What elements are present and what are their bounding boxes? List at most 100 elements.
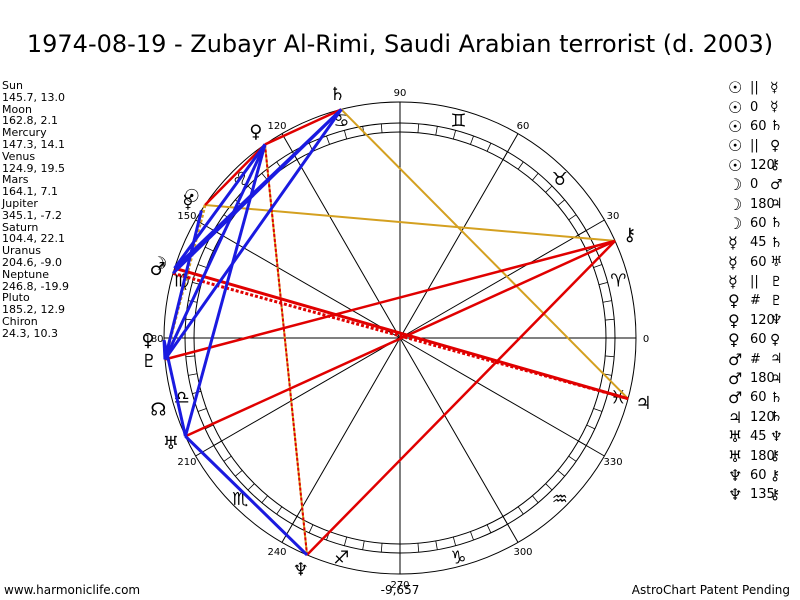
aspect-row: ☿ || ♇ xyxy=(728,272,790,291)
aspect-type: || xyxy=(750,80,759,96)
aspect-row: ☉ 0 ☿ xyxy=(728,97,790,117)
sign-division-line xyxy=(195,219,401,339)
bottom-value: -9,657 xyxy=(380,583,420,597)
aspect-row: ☉ || ☿ xyxy=(728,78,790,97)
degree-tick xyxy=(261,495,268,503)
sign-division-line xyxy=(399,337,519,543)
footer-website[interactable]: www.harmoniclife.com xyxy=(4,583,141,597)
degree-tick xyxy=(605,355,615,358)
sign-division-line xyxy=(399,133,519,339)
aspect-line-red xyxy=(204,143,266,206)
aspect-planet-1: ♆ xyxy=(728,466,743,485)
planet-glyph: ☽ xyxy=(151,253,167,274)
degree-tick xyxy=(517,506,524,515)
aspect-line-gold xyxy=(204,204,616,242)
degree-tick xyxy=(435,126,438,136)
degree-tick xyxy=(470,135,474,145)
aspect-planet-2: ♇ xyxy=(770,292,783,309)
sign-division-line xyxy=(281,337,401,543)
degree-label: 0 xyxy=(643,334,649,345)
degree-tick xyxy=(204,424,214,430)
planet-glyph: ☊ xyxy=(150,400,166,421)
aspect-row: ☽ 60 ♄ xyxy=(728,214,790,233)
degree-label: 60 xyxy=(517,121,530,132)
aspect-type: 180 xyxy=(750,448,775,464)
degree-tick xyxy=(557,199,565,206)
aspect-planet-1: ♂ xyxy=(728,349,743,369)
aspect-type: 60 xyxy=(750,118,767,134)
planet-glyph: ⚷ xyxy=(623,224,636,245)
aspect-type: 0 xyxy=(750,177,759,193)
planet-position: 185.2, 12.9 xyxy=(2,303,65,317)
degree-label: 150 xyxy=(177,211,196,222)
aspect-line-red xyxy=(264,108,342,146)
aspect-type: 180 xyxy=(750,371,775,387)
aspect-row: ☽ 180 ♃ xyxy=(728,194,790,214)
degree-tick xyxy=(188,373,198,376)
zodiac-sign-glyph: ♈ xyxy=(610,271,626,292)
sign-division-line xyxy=(399,219,605,339)
aspect-planet-2: ♅ xyxy=(770,254,783,271)
degree-tick xyxy=(223,455,232,462)
aspect-type: 60 xyxy=(750,254,767,270)
chart-title: 1974-08-19 - Zubayr Al-Rimi, Saudi Arabi… xyxy=(26,30,774,58)
planet-position: 145.7, 13.0 xyxy=(2,90,65,104)
aspect-type: 120 xyxy=(750,312,775,328)
aspect-type: 180 xyxy=(750,196,775,212)
degree-tick xyxy=(276,506,283,515)
degree-tick xyxy=(326,135,330,145)
aspect-planet-1: ☉ xyxy=(728,116,743,136)
aspect-planet-1: ♅ xyxy=(728,427,743,447)
aspect-type: 60 xyxy=(750,332,767,348)
aspect-row: ☉ || ♀ xyxy=(728,136,790,155)
planet-name: Neptune xyxy=(2,267,50,281)
aspect-planet-1: ♀ xyxy=(728,310,740,330)
planet-name: Sun xyxy=(2,79,23,92)
planet-position: 147.3, 14.1 xyxy=(2,137,65,151)
planet-glyph: ♀ xyxy=(141,330,154,351)
degree-tick xyxy=(197,264,207,268)
aspect-row: ☿ 45 ♄ xyxy=(728,233,790,252)
aspect-type: || xyxy=(750,274,759,290)
aspect-type: 120 xyxy=(750,157,775,173)
degree-tick xyxy=(235,470,243,477)
degree-tick xyxy=(593,408,603,412)
planet-glyph: ♄ xyxy=(329,84,345,105)
aspect-type: 60 xyxy=(750,390,767,406)
degree-tick xyxy=(602,300,612,303)
aspect-planet-2: ♀ xyxy=(770,331,781,348)
aspect-planet-1: ☽ xyxy=(728,213,743,233)
aspect-planet-1: ♆ xyxy=(728,485,743,505)
planet-glyph: ♇ xyxy=(141,351,157,372)
degree-tick xyxy=(452,536,457,546)
aspect-list: ☉ || ☿ ☉ 0 ☿ ☉ 60 ♄ ☉ || ♀ ☉ 120 ⚷ ☽ 0 ♂ ☽ 180 ♃ ☽ 60 ♄ ☿ 45 ♄ ☿ 60 ♅… xyxy=(728,78,790,505)
degree-tick xyxy=(517,161,524,170)
aspect-line-blue xyxy=(184,435,309,556)
aspect-planet-1: ☉ xyxy=(728,78,743,98)
aspect-type: 45 xyxy=(750,429,767,445)
aspect-planet-2: ⚷ xyxy=(770,486,781,503)
sign-division-line xyxy=(195,337,401,457)
aspect-row: ♂ # ♃ xyxy=(728,349,790,369)
aspect-row: ♀ 120 ♆ xyxy=(728,311,790,330)
degree-label: 210 xyxy=(177,457,196,468)
aspect-planet-1: ☿ xyxy=(728,252,738,272)
aspect-planet-2: ☿ xyxy=(770,99,779,116)
degree-tick xyxy=(532,495,539,503)
degree-tick xyxy=(380,123,383,133)
planet-glyph: ♅ xyxy=(163,433,179,454)
aspect-row: ☿ 60 ♅ xyxy=(728,253,790,272)
aspect-row: ♅ 180 ⚷ xyxy=(728,446,790,466)
aspect-line-blue xyxy=(162,339,187,437)
degree-label: 180 xyxy=(144,334,163,345)
planet-position: 24.3, 10.3 xyxy=(2,326,58,340)
planet-name: Saturn xyxy=(2,220,39,234)
degree-tick xyxy=(568,214,577,221)
degree-tick xyxy=(598,281,608,286)
planet-glyph: ♆ xyxy=(293,560,309,581)
planet-glyph: ☉ xyxy=(184,186,200,207)
aspect-planet-2: ♃ xyxy=(770,370,783,387)
aspect-line-blue xyxy=(183,144,267,437)
degree-tick xyxy=(343,536,348,546)
